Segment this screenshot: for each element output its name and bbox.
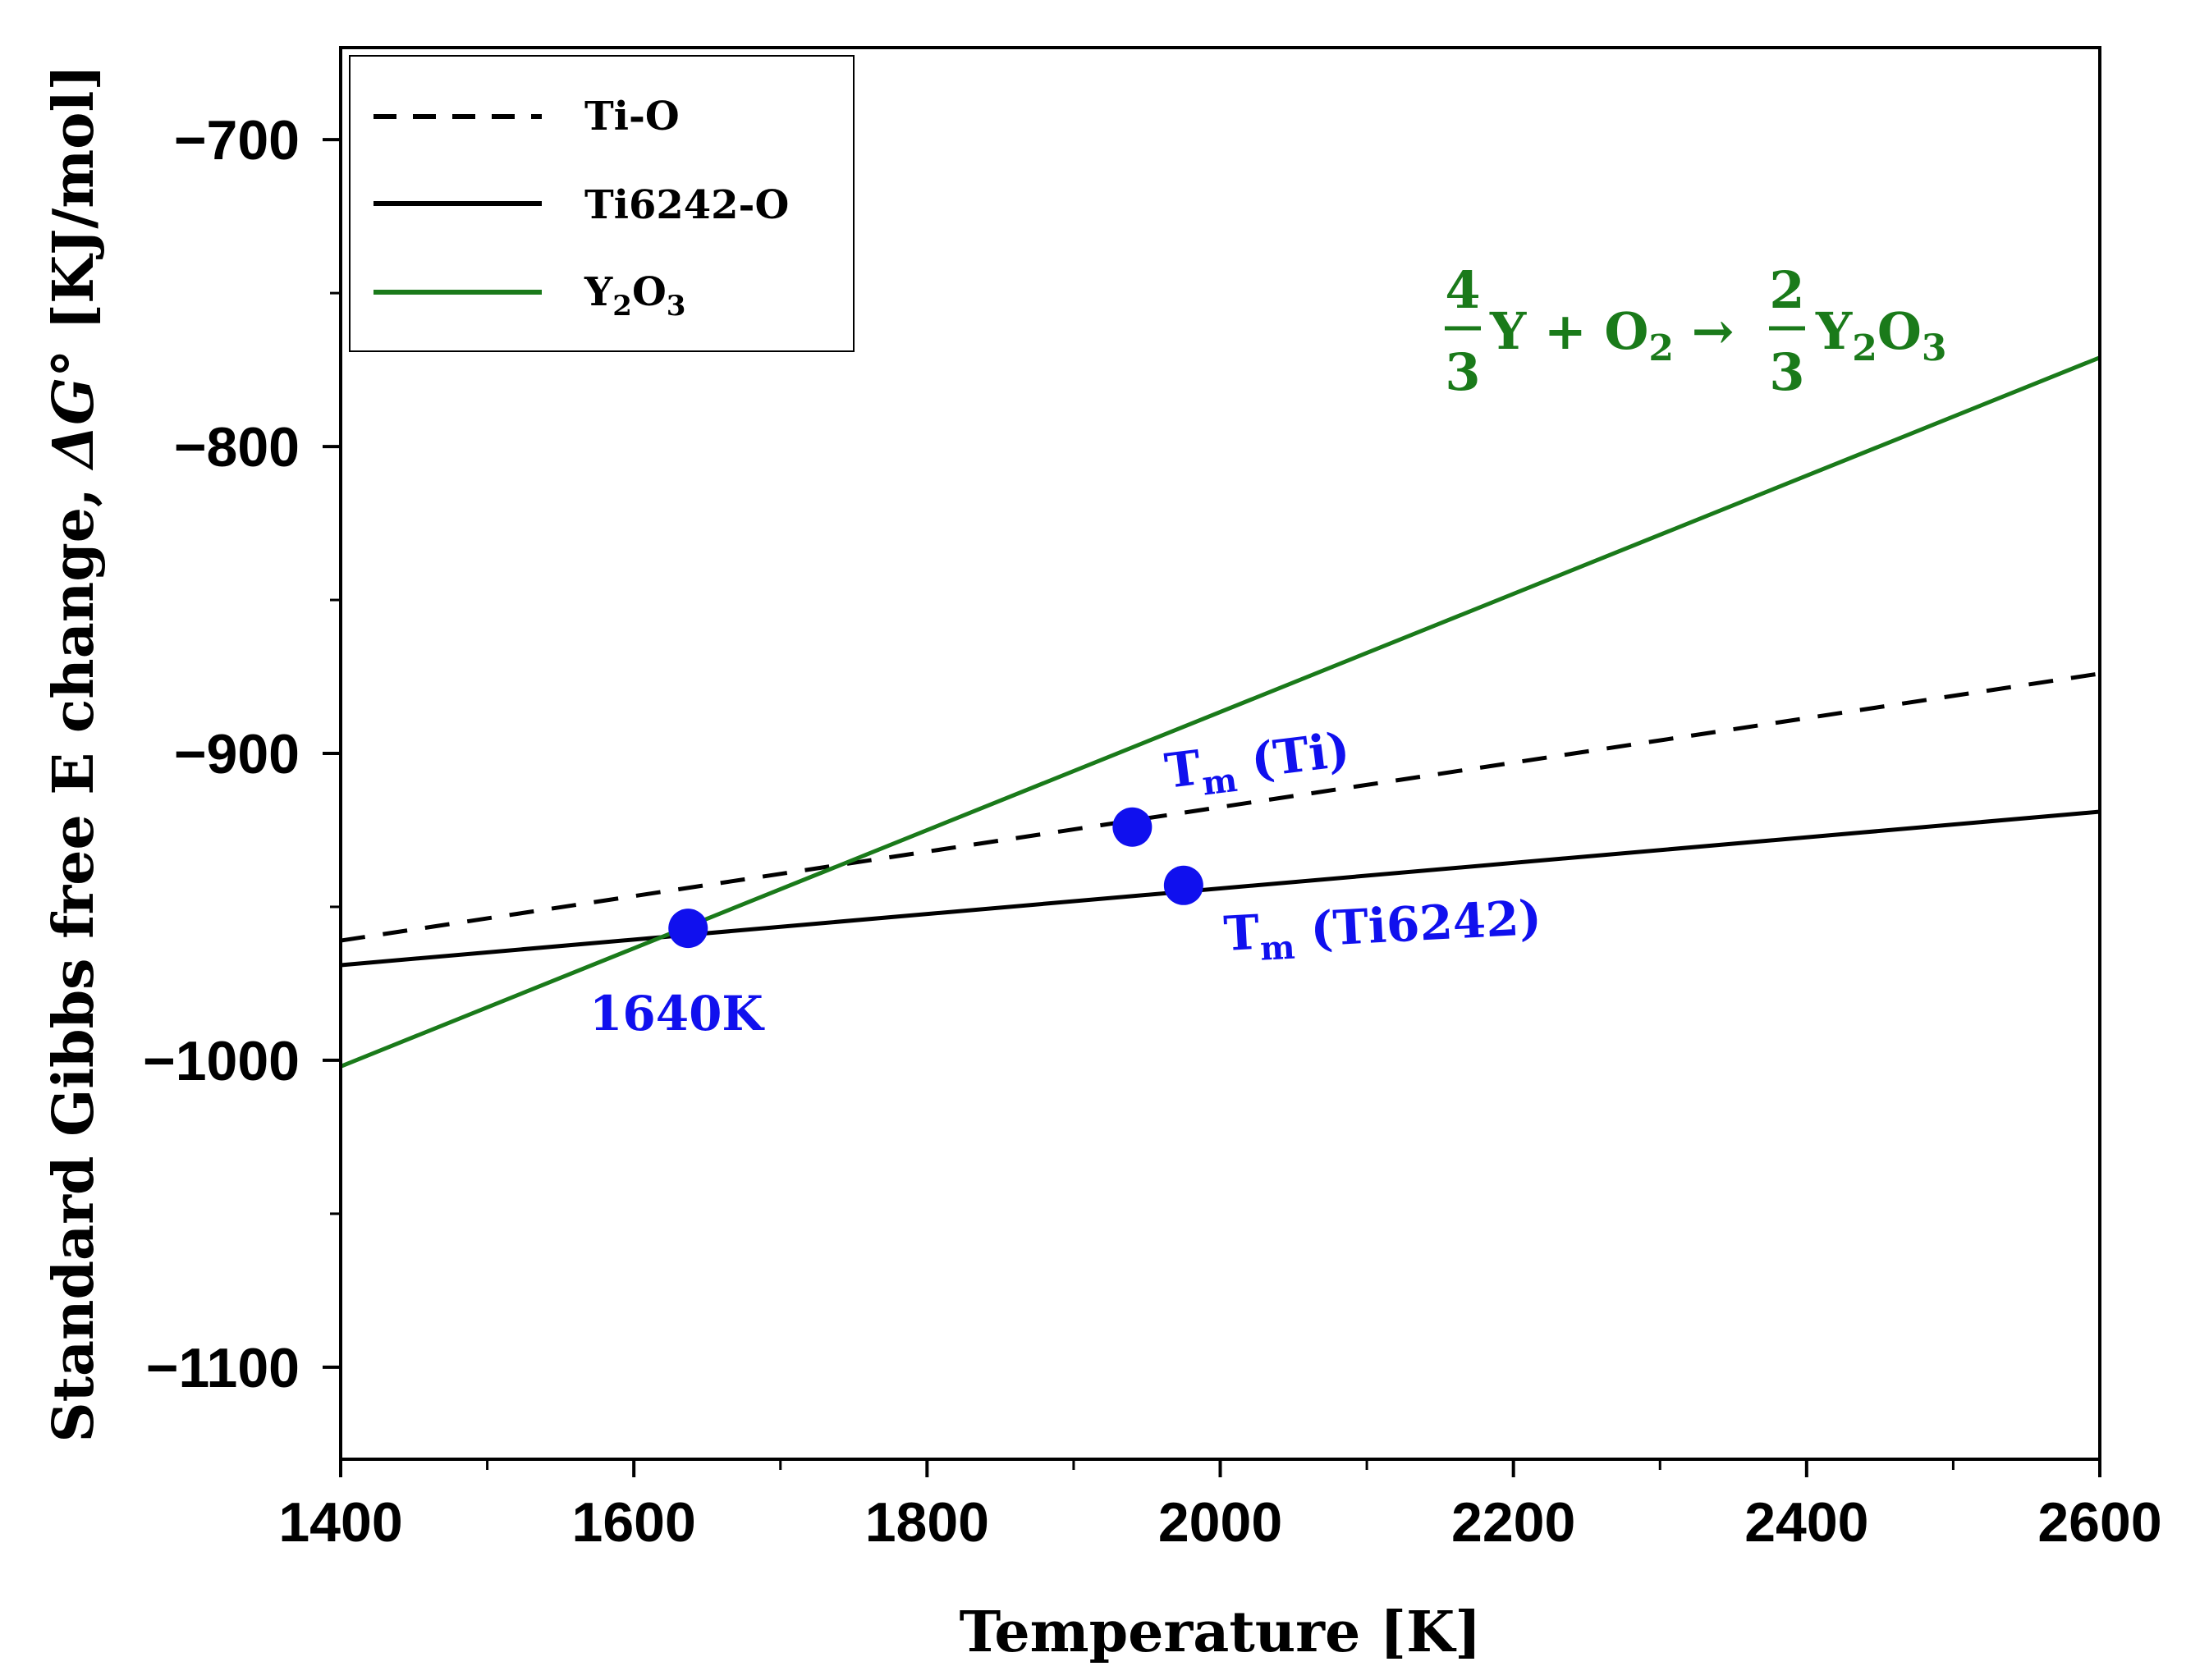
annotation-tm-ti6242: Tm (Ti6242) <box>1222 890 1543 970</box>
y-axis-title-symbol: ΔG° <box>41 350 107 471</box>
point-tm-ti <box>1112 807 1153 847</box>
y-tick-label--800: −800 <box>174 416 300 478</box>
reaction-equation: 4 3 Y + O2 → 2 3 Y2O3 <box>1445 260 1947 402</box>
legend-label-ti6242-o: Ti6242-O <box>584 182 789 228</box>
y-axis-title-prefix: Standard Gibbs free E change, <box>41 469 107 1443</box>
legend: Ti-O Ti6242-O Y2O3 <box>349 55 855 352</box>
y-tick-label--1100: −1100 <box>146 1337 300 1399</box>
series-layer <box>340 355 2101 1069</box>
x-tick-label-1600: 1600 <box>572 1491 696 1554</box>
y-tick-label--700: −700 <box>174 109 300 172</box>
y-axis-title-suffix: [KJ/mol] <box>41 64 107 349</box>
point-tm-ti6242 <box>1163 865 1203 905</box>
eq-frac1-num: 4 <box>1445 260 1480 320</box>
legend-label-ti-o: Ti-O <box>584 94 680 140</box>
points-layer <box>668 807 1203 949</box>
eq-frac1-den: 3 <box>1445 342 1480 402</box>
x-tick-label-2400: 2400 <box>1744 1491 1868 1554</box>
x-tick-label-1800: 1800 <box>865 1491 989 1554</box>
y-tick-label--1000: −1000 <box>143 1030 300 1092</box>
y-ticks: −700 −800 −900 −1000 −1100 <box>143 109 341 1399</box>
eq-term1: Y + O2 → <box>1489 301 1735 369</box>
x-tick-label-2200: 2200 <box>1451 1491 1575 1554</box>
eq-frac2-den: 3 <box>1769 342 1804 402</box>
y-axis-title: Standard Gibbs free E change, ΔG° [KJ/mo… <box>41 64 107 1442</box>
x-ticks: 1400 1600 1800 2000 2200 2400 2600 <box>278 1459 2162 1554</box>
x-tick-label-1400: 1400 <box>278 1491 402 1554</box>
y-tick-label--900: −900 <box>174 723 300 785</box>
annotation-1640k: 1640K <box>589 986 765 1041</box>
series-line-ti6242-o <box>340 809 2101 968</box>
annotation-tm-ti: Tm (Ti) <box>1162 721 1354 808</box>
eq-term2: Y2O3 <box>1815 301 1947 369</box>
point-intersection <box>668 909 708 949</box>
legend-label-y2o3: Y2O3 <box>584 269 685 323</box>
x-axis-title: Temperature [K] <box>960 1600 1482 1665</box>
x-tick-label-2000: 2000 <box>1158 1491 1282 1554</box>
eq-frac2-num: 2 <box>1769 260 1804 320</box>
x-tick-label-2600: 2600 <box>2037 1491 2161 1554</box>
series-line-y2o3 <box>340 355 2101 1069</box>
